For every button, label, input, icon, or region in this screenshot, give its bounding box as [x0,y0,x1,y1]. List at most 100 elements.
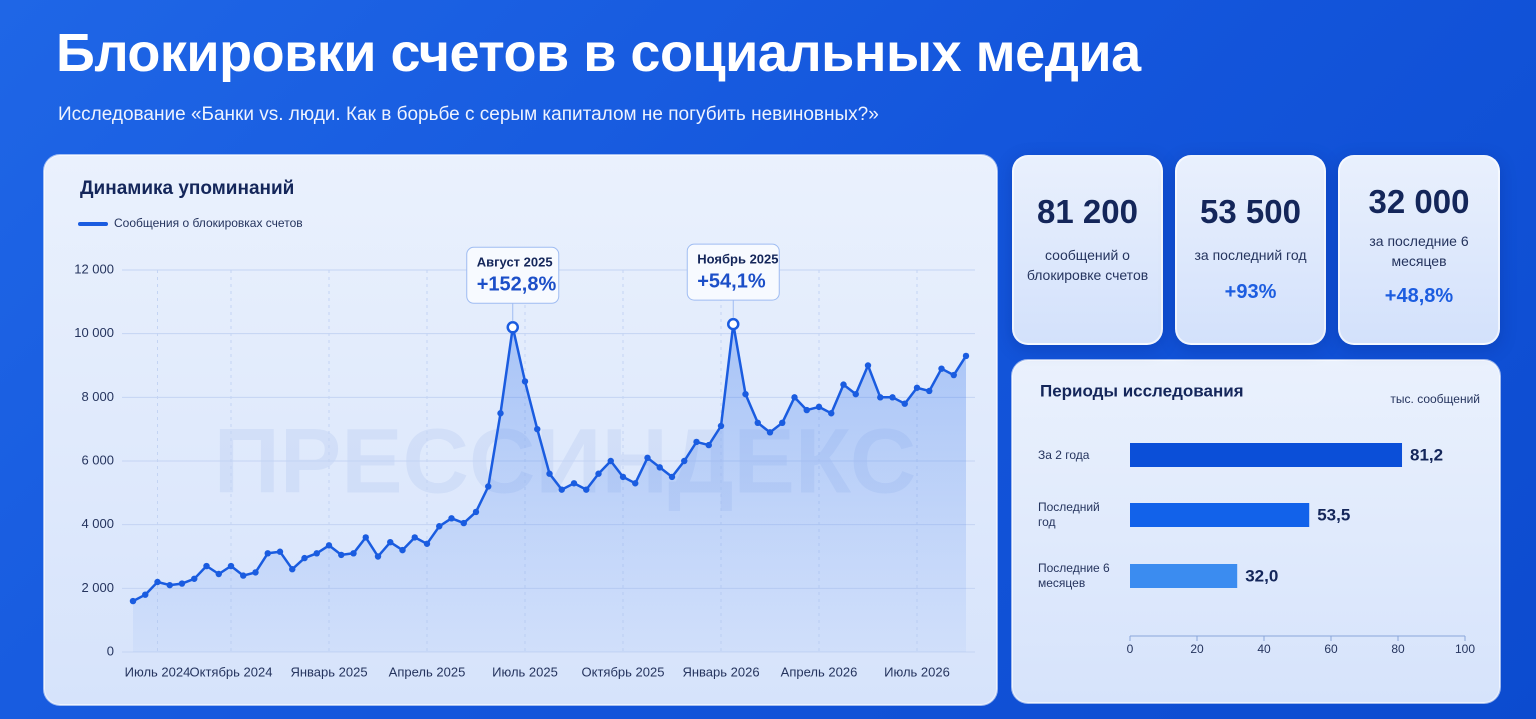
point [913,384,921,391]
kpi-change: +93% [1224,281,1277,303]
point [558,486,565,493]
y-tick-label: 10 000 [74,325,114,340]
annotation-box [466,246,560,304]
point [387,538,394,546]
point [240,572,247,579]
point [803,406,810,414]
point [546,470,553,477]
page-title: Блокировки счетов в социальных медиа [56,23,1141,83]
point [472,508,480,516]
point [203,562,210,570]
chart-title: Периоды исследования [1040,381,1244,400]
point [766,429,774,436]
x-tick-label: Июль 2026 [884,664,950,679]
bar [1130,443,1403,467]
point [962,352,970,360]
point [301,554,308,562]
point [864,362,872,369]
x-tick-label: 100 [1455,642,1475,656]
point [411,534,418,541]
x-tick-label: Апрель 2026 [781,664,858,679]
point [852,390,859,398]
point [668,473,676,481]
annotation-box [686,243,780,301]
value-label: 53,5 [1317,505,1350,524]
bar [1130,564,1238,588]
point [950,371,957,379]
point [681,457,688,465]
point [142,591,149,598]
kpi-value: 32 000 [1368,183,1470,220]
point [840,381,847,388]
kpi-value: 81 200 [1037,193,1138,230]
kpi-change: +48,8% [1384,285,1454,307]
y-tick-label: 0 [107,643,114,658]
point [877,394,884,401]
value-label: 81,2 [1410,445,1443,464]
point [362,534,369,541]
category-label: За 2 года [1038,447,1090,462]
point [607,457,614,465]
annotation-value: +152,8% [477,274,557,296]
point [754,419,761,426]
kpi-label: за последний год [1194,247,1307,263]
point [154,578,161,586]
annotation-label: Ноябрь 2025 [697,252,778,267]
annotation-value: +54,1% [697,270,766,292]
point [595,470,602,477]
y-tick-label: 2 000 [81,580,114,595]
point [926,387,933,395]
bar [1130,503,1310,527]
point [632,480,639,487]
point [227,562,235,570]
point [252,569,259,576]
unit-label: тыс. сообщений [1390,392,1480,406]
category-label: Последние 6 месяцев [1038,561,1110,590]
point [693,438,700,446]
point [779,419,786,426]
legend-label: Сообщения о блокировках счетов [114,216,303,230]
point [485,483,492,490]
point [350,550,357,557]
point [166,581,173,589]
point [264,550,271,557]
x-tick-label: 80 [1391,642,1405,656]
x-tick-label: Июль 2024 [125,664,191,679]
point [338,551,345,559]
kpi-card: 32 000 за последние 6 месяцев +48,8% [1338,155,1500,345]
point [313,550,320,557]
point [901,400,908,407]
point [889,394,896,401]
y-tick-label: 6 000 [81,452,114,467]
point [191,575,198,582]
category-label: Последний год [1038,500,1100,529]
point [644,454,651,462]
x-tick-label: 20 [1190,642,1204,656]
point [828,410,835,417]
x-tick-label: Октябрь 2025 [582,664,665,679]
point [705,441,712,449]
y-tick-label: 8 000 [81,389,114,404]
point [374,553,382,560]
peak-point [727,317,740,331]
point [178,580,186,587]
point [570,480,578,487]
point [717,422,725,430]
point [423,540,431,547]
kpi-label: сообщений о блокировке счетов [1026,247,1149,283]
bar-panel [1011,359,1501,704]
point [399,546,406,554]
x-tick-label: Июль 2025 [492,664,558,679]
point [460,519,467,527]
point [521,378,529,385]
point [215,570,222,578]
value-label: 32,0 [1245,566,1278,585]
x-tick-label: Январь 2025 [290,664,367,679]
x-tick-label: 0 [1127,642,1134,656]
point [619,473,627,481]
point [289,566,296,573]
x-tick-label: Январь 2026 [682,664,759,679]
peak-point [506,321,519,334]
point [656,464,663,471]
